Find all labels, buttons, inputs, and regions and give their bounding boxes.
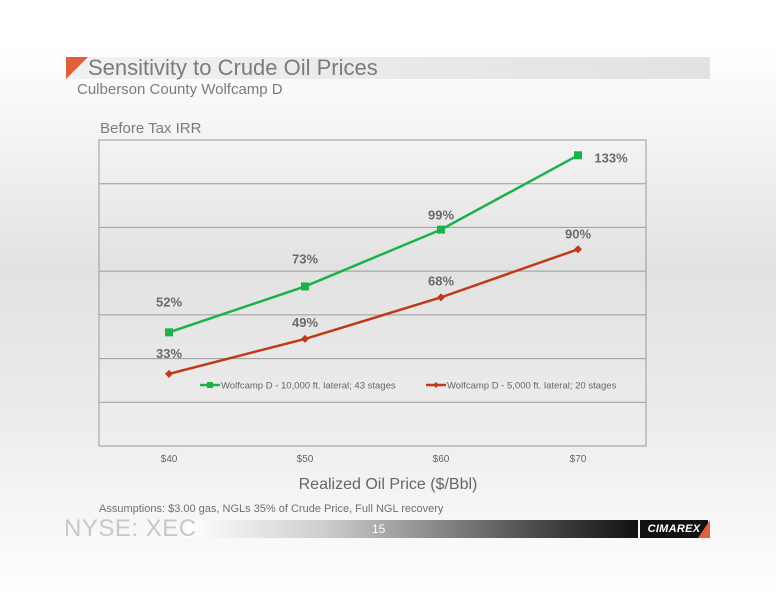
plot-area [98, 139, 647, 447]
data-point-square [437, 225, 445, 234]
series-line [168, 154, 579, 334]
x-tick-label: $50 [297, 454, 314, 465]
page-number: 15 [372, 522, 386, 536]
data-label: 49% [292, 315, 318, 330]
slide-subtitle: Culberson County Wolfcamp D [77, 81, 283, 98]
data-point-diamond [301, 334, 309, 343]
data-point-square [165, 328, 173, 337]
x-tick-label: $40 [161, 454, 178, 465]
footer-gradient-bar [186, 520, 638, 538]
legend-swatch-diamond [433, 382, 439, 388]
title-accent-triangle [66, 57, 88, 79]
x-tick-label: $60 [433, 454, 450, 465]
data-label: 90% [565, 226, 591, 241]
data-label: 52% [156, 294, 182, 309]
data-label: 133% [594, 150, 628, 165]
footer-ticker: NYSE: XEC [64, 515, 197, 542]
title-band [66, 57, 710, 79]
series-line [168, 248, 579, 376]
data-point-square [574, 151, 582, 160]
chart-title: Before Tax IRR [100, 120, 202, 137]
data-label: 73% [292, 251, 318, 266]
slide-title: Sensitivity to Crude Oil Prices [88, 55, 378, 80]
x-tick-label: $70 [570, 454, 587, 465]
logo-accent [698, 520, 710, 538]
data-label: 99% [428, 208, 454, 223]
data-point-diamond [437, 293, 445, 302]
data-point-square [301, 282, 309, 291]
company-logo: CIMAREX [640, 520, 708, 538]
legend-label: Wolfcamp D - 10,000 ft. lateral; 43 stag… [221, 381, 396, 392]
x-axis-label: Realized Oil Price ($/Bbl) [299, 476, 478, 493]
data-label: 68% [428, 273, 454, 288]
legend-label: Wolfcamp D - 5,000 ft. lateral; 20 stage… [447, 381, 617, 392]
data-point-diamond [574, 245, 582, 254]
data-label: 33% [156, 346, 182, 361]
legend-swatch-square [207, 382, 213, 388]
assumptions-note: Assumptions: $3.00 gas, NGLs 35% of Crud… [99, 503, 444, 515]
data-point-diamond [165, 369, 173, 378]
